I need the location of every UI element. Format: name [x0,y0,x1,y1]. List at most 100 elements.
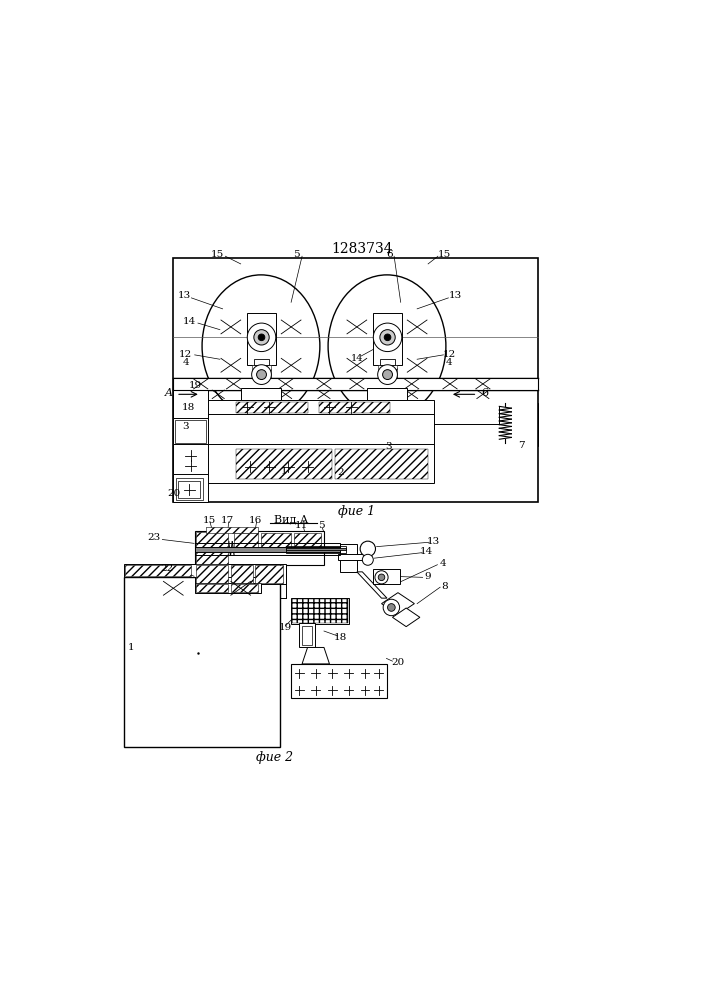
Text: 6: 6 [481,388,488,398]
Bar [206,527,258,533]
Circle shape [373,323,402,352]
Bar [195,531,324,565]
Text: 14: 14 [183,317,197,326]
Bar [433,403,538,446]
Text: 1: 1 [128,643,134,652]
Circle shape [378,365,397,384]
Text: 20: 20 [392,658,404,667]
Bar [240,388,281,400]
Circle shape [252,365,271,384]
Bar [173,390,208,420]
Bar [233,533,258,550]
Bar [195,564,286,584]
Bar [291,598,349,624]
Bar [367,388,407,400]
Circle shape [360,541,375,557]
Circle shape [257,370,267,380]
Bar [291,664,387,698]
Bar [335,449,428,479]
Ellipse shape [328,275,446,417]
Circle shape [383,599,399,616]
Text: 4: 4 [445,358,452,367]
Bar [173,378,538,390]
Text: 7: 7 [518,441,525,450]
Text: 23: 23 [148,533,160,542]
Text: A: A [165,388,173,398]
Bar [286,548,346,550]
Bar [124,564,280,577]
Bar [338,554,370,560]
Text: 19: 19 [279,623,292,632]
Bar [252,365,271,384]
Circle shape [258,334,265,341]
Circle shape [247,323,276,352]
Text: 11: 11 [294,521,308,530]
Bar [173,444,208,475]
Bar [247,313,276,365]
Text: 22: 22 [160,564,173,573]
Bar [373,569,399,584]
Circle shape [387,604,395,611]
Bar [255,565,283,583]
Circle shape [254,330,269,345]
Text: 19: 19 [189,381,202,390]
Text: 12: 12 [180,350,192,359]
Bar [195,547,341,552]
Bar [378,365,397,384]
Bar [319,402,390,413]
Text: 15: 15 [438,250,451,259]
Bar [206,414,433,445]
Text: 14: 14 [420,547,433,556]
Bar [294,533,321,550]
Bar [231,584,258,592]
Bar [124,577,280,747]
Bar [341,544,357,572]
Text: 14: 14 [351,354,363,363]
Text: 13: 13 [449,291,462,300]
Bar [176,478,204,500]
Bar [178,481,200,498]
Circle shape [363,554,373,565]
Bar [195,543,341,555]
Bar [175,420,206,443]
Text: 20: 20 [168,489,181,498]
Bar [197,532,228,564]
Text: 4: 4 [182,358,189,367]
Bar [125,565,191,576]
Bar [380,359,395,365]
Polygon shape [357,572,387,598]
Polygon shape [392,608,420,627]
Bar [206,400,433,415]
Text: 13: 13 [427,537,440,546]
Polygon shape [382,593,414,615]
Bar [173,258,538,502]
Bar [236,402,308,413]
Text: фие 2: фие 2 [256,751,293,764]
Circle shape [380,330,395,345]
Bar [292,599,348,623]
Circle shape [375,571,388,584]
Text: 13: 13 [177,291,191,300]
Ellipse shape [202,275,320,417]
Bar [173,418,208,445]
Bar [231,565,253,583]
Text: 18: 18 [334,633,347,642]
Text: 15: 15 [211,250,223,259]
Text: 2: 2 [337,468,344,477]
Text: 9: 9 [425,572,431,581]
Bar [254,359,269,365]
Bar [302,626,312,645]
Circle shape [382,370,392,380]
Text: 16: 16 [249,516,262,525]
Circle shape [378,574,385,581]
Bar [261,533,291,550]
Text: 5: 5 [318,521,325,530]
Text: 1283734: 1283734 [332,242,393,256]
Bar [299,623,315,647]
Text: 6: 6 [387,250,393,259]
Text: 18: 18 [182,403,194,412]
Text: 8: 8 [441,582,448,591]
Text: 5: 5 [293,250,300,259]
Circle shape [385,334,391,341]
Text: 15: 15 [202,516,216,525]
